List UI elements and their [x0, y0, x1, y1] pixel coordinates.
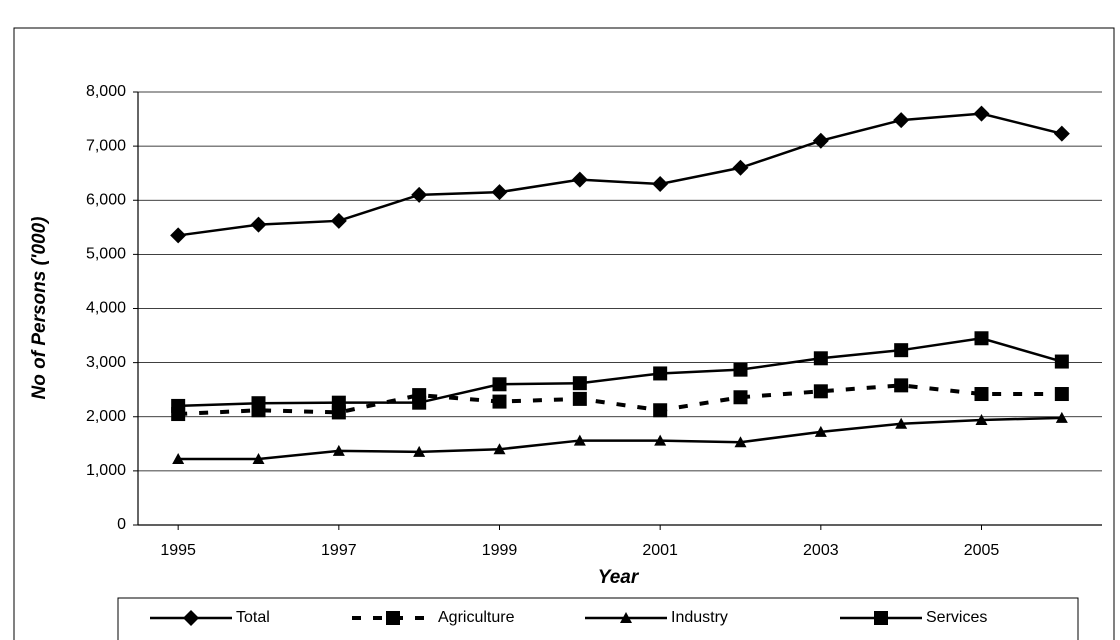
x-tick-label: 1995 — [160, 542, 196, 559]
legend-marker — [620, 612, 632, 623]
chart-border — [13, 27, 1115, 640]
data-point — [653, 403, 668, 418]
data-point — [493, 443, 506, 455]
data-point — [813, 351, 828, 366]
data-point — [412, 395, 427, 410]
data-point — [572, 376, 587, 391]
y-tick-label: 4,000 — [86, 300, 126, 317]
data-point — [812, 132, 829, 149]
legend-marker — [183, 610, 199, 626]
data-point — [975, 413, 988, 425]
y-tick-label: 6,000 — [86, 191, 126, 208]
data-point — [893, 112, 910, 129]
data-point — [573, 434, 586, 446]
y-tick-label: 5,000 — [86, 246, 126, 263]
y-tick-label: 3,000 — [86, 354, 126, 371]
y-axis-title: No of Persons ('000) — [29, 217, 50, 400]
data-point — [413, 445, 426, 457]
legend-label: Total — [236, 609, 270, 626]
series-line — [178, 383, 1062, 417]
x-tick-label: 2003 — [803, 542, 839, 559]
y-tick-label: 8,000 — [86, 83, 126, 100]
x-tick-label: 2001 — [642, 542, 678, 559]
legend-label: Agriculture — [438, 609, 515, 626]
data-point — [814, 425, 827, 437]
x-axis-title: Year — [598, 567, 640, 588]
data-point — [411, 186, 428, 203]
y-tick-label: 0 — [117, 516, 126, 533]
data-point — [332, 444, 345, 456]
data-point — [1054, 354, 1069, 369]
y-tick-label: 7,000 — [86, 137, 126, 154]
data-point — [974, 331, 989, 346]
data-point — [652, 176, 669, 193]
data-point — [733, 390, 748, 405]
data-point — [895, 417, 908, 429]
series-line — [177, 112, 1063, 237]
data-point — [734, 436, 747, 448]
data-point — [492, 394, 507, 409]
data-point — [974, 387, 989, 402]
y-tick-label: 2,000 — [86, 408, 126, 425]
data-point — [653, 366, 668, 381]
data-point — [813, 384, 828, 399]
data-point — [1053, 125, 1070, 142]
series-line — [178, 336, 1063, 408]
legend-label: Industry — [671, 609, 728, 626]
data-point — [252, 452, 265, 464]
data-point — [172, 452, 185, 464]
data-point — [973, 105, 990, 122]
data-point — [894, 343, 909, 358]
data-point — [572, 391, 587, 406]
data-point — [1054, 387, 1069, 402]
data-point — [733, 362, 748, 377]
data-point — [491, 184, 508, 201]
legend-marker — [874, 611, 888, 625]
data-point — [654, 434, 667, 446]
data-point — [894, 378, 909, 393]
series-line — [178, 416, 1062, 461]
x-tick-label: 1999 — [482, 542, 518, 559]
data-point — [330, 212, 347, 229]
data-point — [171, 398, 186, 413]
data-point — [251, 396, 266, 411]
data-point — [492, 377, 507, 392]
data-point — [331, 395, 346, 410]
y-tick-label: 1,000 — [86, 462, 126, 479]
data-point — [1055, 411, 1068, 423]
legend-marker — [386, 611, 400, 625]
data-point — [250, 216, 267, 233]
x-tick-label: 2005 — [964, 542, 1000, 559]
data-point — [571, 171, 588, 188]
x-tick-label: 1997 — [321, 542, 357, 559]
legend-label: Services — [926, 609, 987, 626]
data-point — [732, 159, 749, 176]
data-point — [170, 227, 187, 244]
